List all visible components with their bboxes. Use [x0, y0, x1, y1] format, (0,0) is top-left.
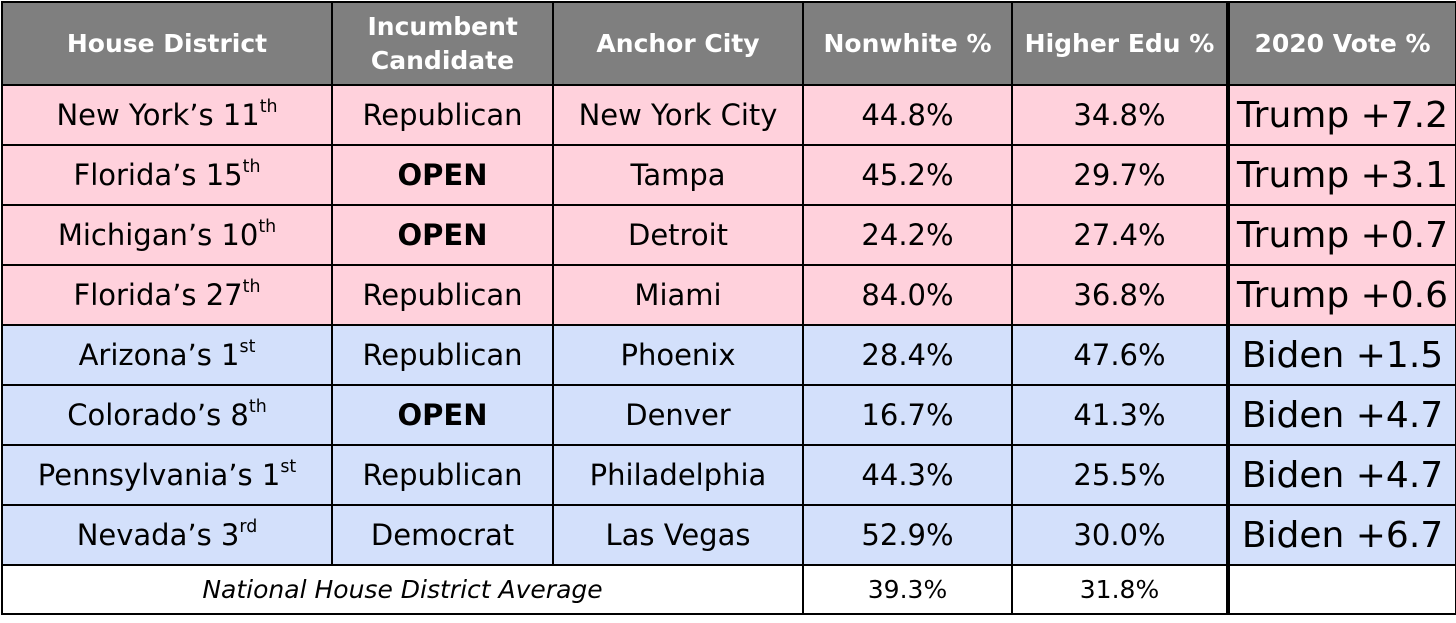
average-vote-empty [1226, 564, 1456, 615]
incumbent-cell: OPEN [331, 204, 554, 266]
header-incumbent-candidate: Incumbent Candidate [331, 1, 554, 86]
table-row: Florida’s 15th OPEN Tampa 45.2% 29.7% Tr… [1, 144, 1456, 206]
city-cell: Miami [552, 264, 804, 326]
higher-edu-cell: 36.8% [1011, 264, 1229, 326]
vote-cell: Biden +4.7 [1226, 444, 1456, 506]
city-cell: Denver [552, 384, 804, 446]
table-row: New York’s 11th Republican New York City… [1, 84, 1456, 146]
vote-cell: Trump +3.1 [1226, 144, 1456, 206]
header-row: House District Incumbent Candidate Ancho… [1, 1, 1456, 86]
city-cell: Phoenix [552, 324, 804, 386]
vote-cell: Biden +1.5 [1226, 324, 1456, 386]
table-row: Colorado’s 8th OPEN Denver 16.7% 41.3% B… [1, 384, 1456, 446]
incumbent-cell: Democrat [331, 504, 554, 566]
nonwhite-cell: 24.2% [802, 204, 1013, 266]
city-cell: Las Vegas [552, 504, 804, 566]
vote-cell: Biden +4.7 [1226, 384, 1456, 446]
table-row: Arizona’s 1st Republican Phoenix 28.4% 4… [1, 324, 1456, 386]
district-cell: New York’s 11th [1, 84, 333, 146]
nonwhite-cell: 84.0% [802, 264, 1013, 326]
incumbent-cell: Republican [331, 264, 554, 326]
table-row: Michigan’s 10th OPEN Detroit 24.2% 27.4%… [1, 204, 1456, 266]
higher-edu-cell: 34.8% [1011, 84, 1229, 146]
district-cell: Florida’s 27th [1, 264, 333, 326]
nonwhite-cell: 45.2% [802, 144, 1013, 206]
table-row: Nevada’s 3rd Democrat Las Vegas 52.9% 30… [1, 504, 1456, 566]
average-label: National House District Average [1, 564, 804, 615]
nonwhite-cell: 44.8% [802, 84, 1013, 146]
table-row: Pennsylvania’s 1st Republican Philadelph… [1, 444, 1456, 506]
header-nonwhite: Nonwhite % [802, 1, 1013, 86]
header-house-district: House District [1, 1, 333, 86]
header-anchor-city: Anchor City [552, 1, 804, 86]
incumbent-cell: Republican [331, 324, 554, 386]
higher-edu-cell: 41.3% [1011, 384, 1229, 446]
district-cell: Arizona’s 1st [1, 324, 333, 386]
city-cell: New York City [552, 84, 804, 146]
city-cell: Philadelphia [552, 444, 804, 506]
district-cell: Florida’s 15th [1, 144, 333, 206]
nonwhite-cell: 28.4% [802, 324, 1013, 386]
incumbent-cell: Republican [331, 84, 554, 146]
city-cell: Tampa [552, 144, 804, 206]
district-cell: Michigan’s 10th [1, 204, 333, 266]
table-row: Florida’s 27th Republican Miami 84.0% 36… [1, 264, 1456, 326]
average-higher-edu: 31.8% [1011, 564, 1229, 615]
district-cell: Nevada’s 3rd [1, 504, 333, 566]
nonwhite-cell: 52.9% [802, 504, 1013, 566]
higher-edu-cell: 25.5% [1011, 444, 1229, 506]
higher-edu-cell: 27.4% [1011, 204, 1229, 266]
vote-cell: Biden +6.7 [1226, 504, 1456, 566]
header-higher-edu: Higher Edu % [1011, 1, 1229, 86]
vote-cell: Trump +0.7 [1226, 204, 1456, 266]
higher-edu-cell: 47.6% [1011, 324, 1229, 386]
average-nonwhite: 39.3% [802, 564, 1013, 615]
nonwhite-cell: 16.7% [802, 384, 1013, 446]
incumbent-cell: Republican [331, 444, 554, 506]
nonwhite-cell: 44.3% [802, 444, 1013, 506]
district-cell: Colorado’s 8th [1, 384, 333, 446]
incumbent-cell: OPEN [331, 144, 554, 206]
higher-edu-cell: 30.0% [1011, 504, 1229, 566]
vote-cell: Trump +0.6 [1226, 264, 1456, 326]
district-cell: Pennsylvania’s 1st [1, 444, 333, 506]
higher-edu-cell: 29.7% [1011, 144, 1229, 206]
average-row: National House District Average 39.3% 31… [1, 564, 1456, 615]
header-2020-vote: 2020 Vote % [1226, 1, 1456, 86]
incumbent-cell: OPEN [331, 384, 554, 446]
vote-cell: Trump +7.2 [1226, 84, 1456, 146]
city-cell: Detroit [552, 204, 804, 266]
